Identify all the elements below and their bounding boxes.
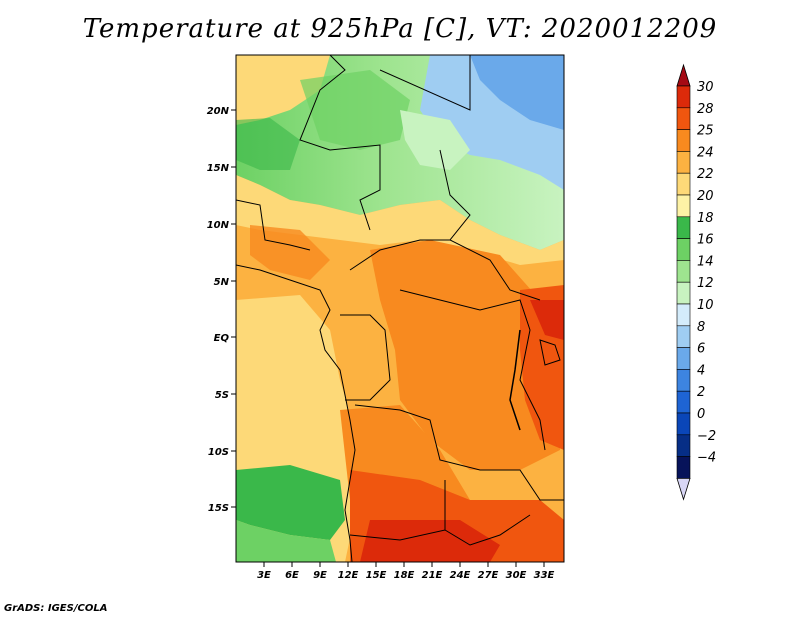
colorbar-segment bbox=[676, 107, 691, 130]
lon-tick-label: 24E bbox=[450, 570, 471, 581]
field-light-green bbox=[400, 110, 470, 170]
field-transition-band bbox=[236, 175, 564, 265]
field-east-hottest bbox=[530, 300, 564, 340]
colorbar-segment bbox=[676, 303, 691, 327]
lat-tick-label: 15N bbox=[207, 163, 230, 174]
colorbar-label: 14 bbox=[697, 254, 714, 269]
colorbar-segment bbox=[676, 390, 691, 414]
colorbar-segment bbox=[676, 194, 691, 218]
colorbar-segment bbox=[676, 412, 691, 436]
lake-victoria bbox=[539, 339, 561, 366]
chart-title: Temperature at 925hPa [C], VT: 202001220… bbox=[82, 14, 718, 44]
colorbar-label: 25 bbox=[697, 124, 714, 139]
colorbar-segment bbox=[676, 347, 691, 370]
lake-tanganyika bbox=[509, 329, 521, 431]
border-drc bbox=[399, 289, 546, 451]
colorbar-segment bbox=[676, 369, 691, 392]
border-niger bbox=[299, 55, 381, 231]
colorbar-top-arrow bbox=[676, 63, 691, 87]
field-central-orange bbox=[370, 240, 560, 470]
colorbar-label: −4 bbox=[697, 451, 716, 466]
border-westafrica bbox=[236, 199, 311, 251]
colorbar-label: 28 bbox=[697, 102, 714, 117]
lon-axis: 3E 6E 9E 12E 15E 18E 21E 24E 27E 30E 33E bbox=[257, 562, 555, 581]
lat-tick-label: 5S bbox=[215, 390, 229, 401]
colorbar-segment bbox=[676, 238, 691, 261]
colorbar-segment bbox=[676, 260, 691, 283]
colorbar-segment bbox=[676, 85, 691, 109]
lon-tick-label: 9E bbox=[313, 570, 327, 581]
field-westafrica-orange bbox=[250, 225, 330, 280]
lon-tick-label: 12E bbox=[338, 570, 359, 581]
lat-tick-label: 15S bbox=[208, 503, 229, 514]
field-northwest-warm bbox=[236, 55, 330, 125]
field-northeast-deep-blue bbox=[470, 55, 564, 130]
colorbar-label: 2 bbox=[697, 385, 705, 400]
lon-tick-label: 21E bbox=[422, 570, 443, 581]
colorbar-segment bbox=[676, 129, 691, 152]
field-southwest-green bbox=[236, 465, 345, 540]
field-south-hottest bbox=[360, 520, 500, 562]
colorbar-label: −2 bbox=[697, 429, 716, 444]
lon-tick-label: 30E bbox=[506, 570, 527, 581]
lon-tick-label: 27E bbox=[478, 570, 499, 581]
lat-tick-label: 10N bbox=[207, 220, 230, 231]
colorbar-label: 20 bbox=[697, 189, 714, 204]
border-angola-zambia bbox=[354, 404, 564, 501]
grads-credit: GrADS: IGES/COLA bbox=[4, 603, 108, 614]
colorbar-label: 10 bbox=[697, 298, 714, 313]
lat-tick-label: EQ bbox=[214, 333, 230, 344]
colorbar-segment bbox=[676, 325, 691, 348]
field-dark-green bbox=[236, 118, 300, 170]
lon-tick-label: 33E bbox=[534, 570, 555, 581]
border-libya bbox=[379, 55, 471, 111]
lat-axis: 20N 15N 10N 5N EQ 5S 10S 15S bbox=[207, 106, 236, 514]
colorbar-label: 8 bbox=[697, 320, 705, 335]
colorbar-label: 12 bbox=[697, 276, 714, 291]
field-southwest-lightgreen bbox=[236, 520, 336, 562]
colorbar-label: 30 bbox=[697, 80, 714, 95]
colorbar-segment bbox=[676, 434, 691, 457]
boundaries bbox=[236, 55, 564, 562]
lat-tick-label: 5N bbox=[214, 277, 230, 288]
border-namibia bbox=[349, 514, 531, 546]
colorbar-segment bbox=[676, 172, 691, 196]
colorbar-segment bbox=[676, 151, 691, 174]
coastline bbox=[236, 264, 356, 562]
colorbar-segment bbox=[676, 216, 691, 239]
colorbar-segment bbox=[676, 281, 691, 305]
colorbar-label: 16 bbox=[697, 233, 714, 248]
colorbar-bottom-arrow bbox=[676, 478, 691, 501]
lon-tick-label: 6E bbox=[285, 570, 299, 581]
colorbar-label: 18 bbox=[697, 211, 714, 226]
colorbar-label: 22 bbox=[697, 167, 714, 182]
colorbar-label: 4 bbox=[697, 363, 705, 378]
border-car bbox=[349, 239, 450, 271]
lat-tick-label: 20N bbox=[207, 106, 230, 117]
lon-tick-label: 15E bbox=[366, 570, 387, 581]
colorbar-segment bbox=[676, 456, 691, 479]
border-congo bbox=[340, 314, 391, 401]
lat-tick-label: 10S bbox=[208, 447, 229, 458]
map-frame bbox=[235, 54, 565, 563]
colorbar-label: 24 bbox=[697, 145, 714, 160]
field-green-patch bbox=[300, 70, 410, 150]
lon-tick-label: 18E bbox=[394, 570, 415, 581]
lon-tick-label: 3E bbox=[257, 570, 271, 581]
colorbar-label: 6 bbox=[697, 342, 705, 357]
temperature-field bbox=[236, 55, 564, 562]
colorbar-label: 0 bbox=[697, 407, 705, 422]
